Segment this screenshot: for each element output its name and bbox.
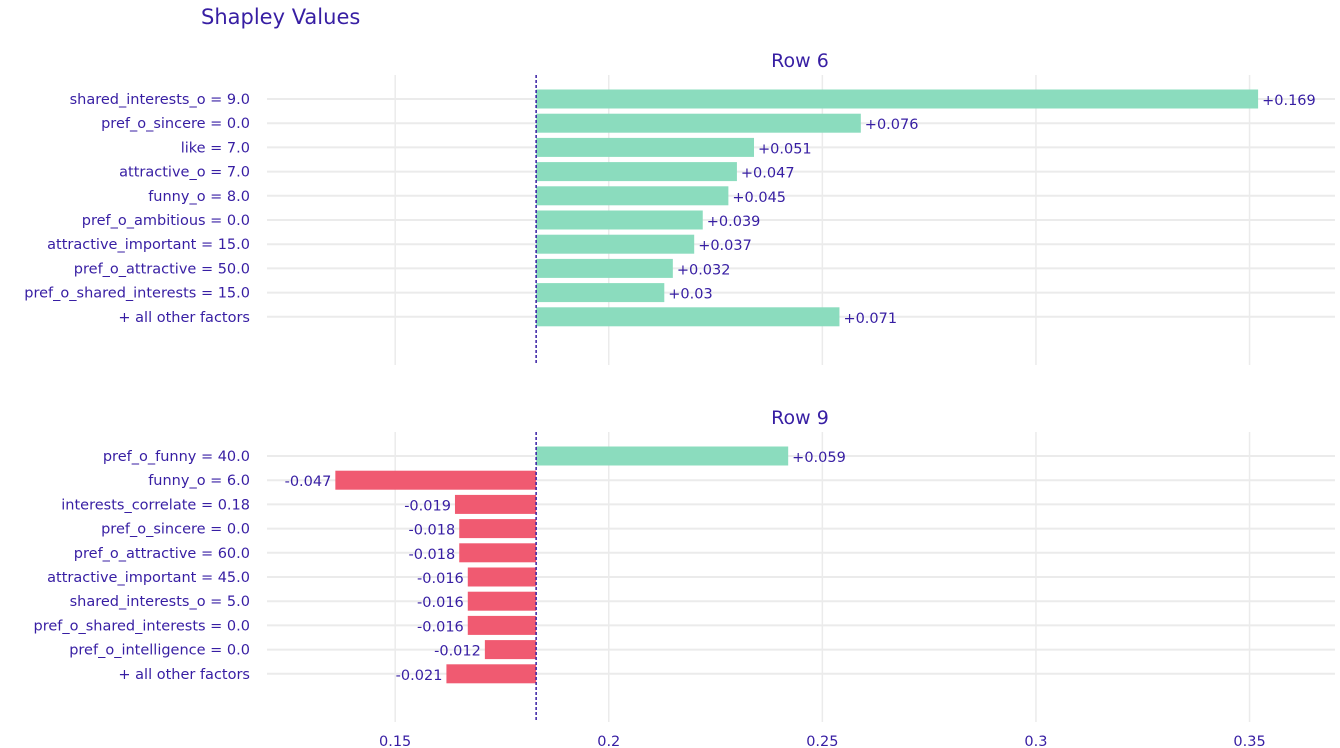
bar[interactable] — [536, 234, 695, 254]
category-label: + all other factors — [118, 667, 250, 683]
bar[interactable] — [446, 664, 537, 684]
bar[interactable] — [536, 283, 665, 303]
category-label: shared_interests_o = 9.0 — [70, 92, 250, 108]
data-label: -0.047 — [285, 474, 332, 490]
category-label: shared_interests_o = 5.0 — [70, 594, 250, 610]
data-label: +0.076 — [865, 117, 919, 133]
data-label: +0.059 — [792, 450, 846, 466]
data-label: +0.071 — [843, 311, 897, 327]
category-label: like = 7.0 — [181, 140, 250, 156]
data-label: +0.045 — [732, 190, 786, 206]
category-label: funny_o = 6.0 — [148, 473, 250, 489]
category-label: pref_o_sincere = 0.0 — [101, 522, 250, 538]
data-label: -0.016 — [417, 571, 464, 587]
x-tick-label: 0.2 — [597, 734, 620, 748]
x-tick-label: 0.3 — [1024, 734, 1047, 748]
x-tick-label: 0.25 — [806, 734, 838, 748]
data-label: -0.021 — [396, 668, 443, 684]
data-label: -0.018 — [408, 523, 455, 539]
panel-subtitle: Row 6 — [771, 50, 829, 72]
category-label: pref_o_ambitious = 0.0 — [82, 213, 250, 229]
bar[interactable] — [459, 519, 537, 539]
x-tick-label: 0.15 — [379, 734, 411, 748]
panel-subtitle: Row 9 — [771, 407, 829, 429]
data-label: +0.039 — [707, 214, 761, 230]
data-label: +0.03 — [668, 287, 712, 303]
category-label: pref_o_shared_interests = 15.0 — [24, 286, 250, 302]
bar[interactable] — [335, 470, 537, 490]
bar[interactable] — [536, 89, 1259, 109]
category-label: funny_o = 8.0 — [148, 189, 250, 205]
data-label: +0.169 — [1262, 93, 1316, 109]
data-label: +0.037 — [698, 238, 752, 254]
bar[interactable] — [467, 591, 537, 611]
category-label: + all other factors — [118, 310, 250, 326]
bar[interactable] — [454, 494, 537, 514]
bar[interactable] — [467, 567, 537, 587]
bar[interactable] — [484, 640, 537, 660]
bar[interactable] — [536, 162, 737, 182]
bar[interactable] — [536, 113, 861, 133]
category-label: attractive_important = 45.0 — [47, 570, 250, 586]
bar[interactable] — [536, 307, 840, 327]
category-label: attractive_o = 7.0 — [119, 165, 250, 181]
data-label: +0.032 — [677, 262, 731, 278]
category-label: pref_o_attractive = 60.0 — [74, 546, 250, 562]
bar[interactable] — [536, 186, 729, 206]
category-label: interests_correlate = 0.18 — [61, 497, 250, 513]
category-label: pref_o_intelligence = 0.0 — [69, 643, 250, 659]
data-label: -0.012 — [434, 644, 481, 660]
data-label: +0.051 — [758, 141, 812, 157]
bar[interactable] — [536, 446, 789, 466]
bar[interactable] — [467, 615, 537, 635]
bar[interactable] — [536, 137, 755, 157]
chart-title: Shapley Values — [201, 5, 361, 29]
category-label: pref_o_attractive = 50.0 — [74, 261, 250, 277]
category-label: pref_o_shared_interests = 0.0 — [33, 618, 250, 634]
bar[interactable] — [536, 210, 703, 230]
category-label: pref_o_sincere = 0.0 — [101, 116, 250, 132]
category-label: attractive_important = 15.0 — [47, 237, 250, 253]
bar[interactable] — [536, 258, 673, 278]
data-label: -0.016 — [417, 595, 464, 611]
bar[interactable] — [459, 543, 537, 563]
data-label: +0.047 — [741, 166, 795, 182]
data-label: -0.019 — [404, 498, 451, 514]
data-label: -0.016 — [417, 619, 464, 635]
data-label: -0.018 — [408, 547, 455, 563]
category-label: pref_o_funny = 40.0 — [103, 449, 250, 465]
x-tick-label: 0.35 — [1233, 734, 1265, 748]
